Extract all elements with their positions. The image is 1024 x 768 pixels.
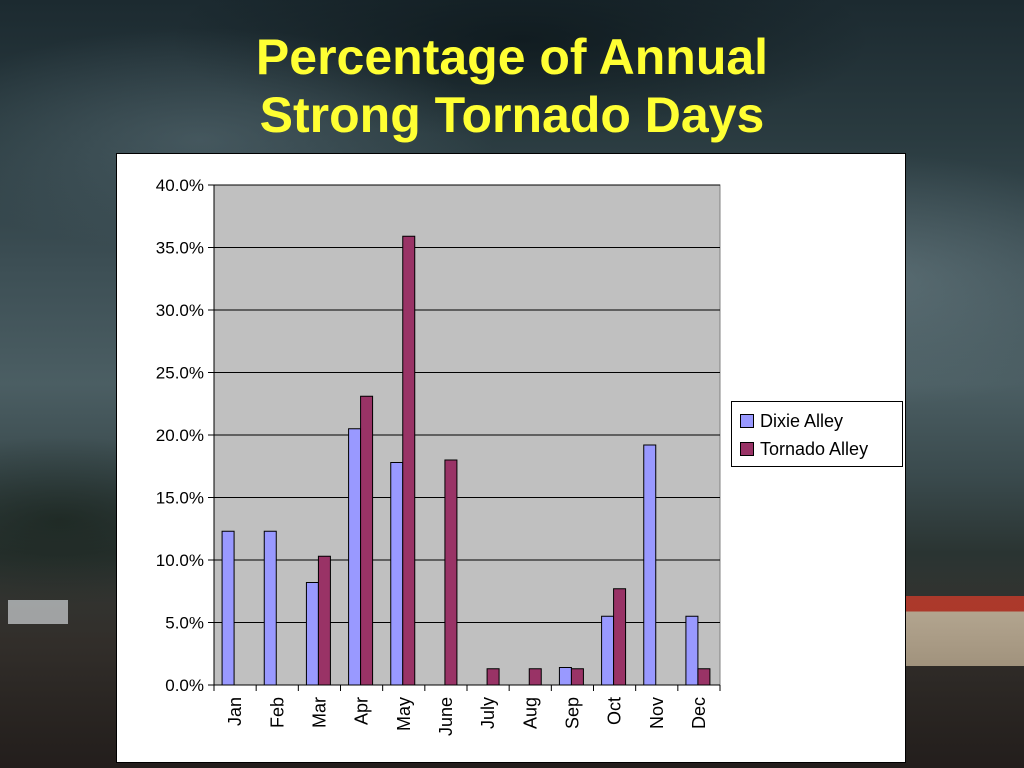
x-tick-label: May [394,697,414,731]
x-tick-label: Mar [309,697,329,728]
legend-swatch [740,414,754,428]
y-tick-label: 0.0% [165,676,204,695]
bar [570,668,584,686]
y-tick-label: 10.0% [156,551,204,570]
bar [390,462,404,686]
bar [613,588,627,686]
x-tick-label: July [478,697,498,729]
bar [360,395,374,686]
title-line: Percentage of Annual [255,29,769,85]
bar [697,668,711,686]
bar [601,615,615,686]
bar [444,459,458,686]
bar [486,668,500,686]
x-tick-label: Aug [520,697,540,729]
y-tick-label: 35.0% [156,239,204,258]
legend-item: Tornado Alley [740,438,868,460]
legend-label: Tornado Alley [760,438,869,459]
y-tick-label: 5.0% [165,614,204,633]
y-tick-label: 40.0% [156,176,204,195]
bar [348,428,362,686]
chart-legend: Dixie Alley Tornado Alley [731,401,903,467]
background-building [8,600,68,624]
legend-label: Dixie Alley [760,410,844,431]
x-tick-label: June [436,697,456,736]
bar [643,444,657,686]
x-tick-label: Apr [352,697,372,725]
legend-swatch [740,442,754,456]
x-tick-label: Sep [562,697,582,729]
x-tick-label: Dec [689,697,709,729]
y-tick-label: 25.0% [156,364,204,383]
bar [317,555,331,686]
y-tick-label: 20.0% [156,426,204,445]
title-line: Strong Tornado Days [259,87,765,143]
x-tick-label: Jan [225,697,245,726]
y-tick-label: 30.0% [156,301,204,320]
chart-container: 0.0% 5.0% 10.0% 15.0% 20.0% 25.0% 30.0% 35.0% 40… [116,153,906,763]
slide-title: Percentage of Annual Strong Tornado Days [0,28,1024,144]
bar [685,615,699,686]
bar [221,530,235,686]
bar [528,668,542,686]
x-tick-label: Feb [267,697,287,728]
bar [263,530,277,686]
x-tick-label: Nov [647,697,667,729]
legend-item: Dixie Alley [740,410,843,432]
bar [305,582,319,686]
background-building [905,596,1024,666]
bar [402,235,416,686]
x-tick-label: Oct [605,697,625,725]
y-tick-label: 15.0% [156,489,204,508]
bar-chart: 0.0% 5.0% 10.0% 15.0% 20.0% 25.0% 30.0% 35.0% 40… [156,176,721,736]
bar [558,667,572,686]
